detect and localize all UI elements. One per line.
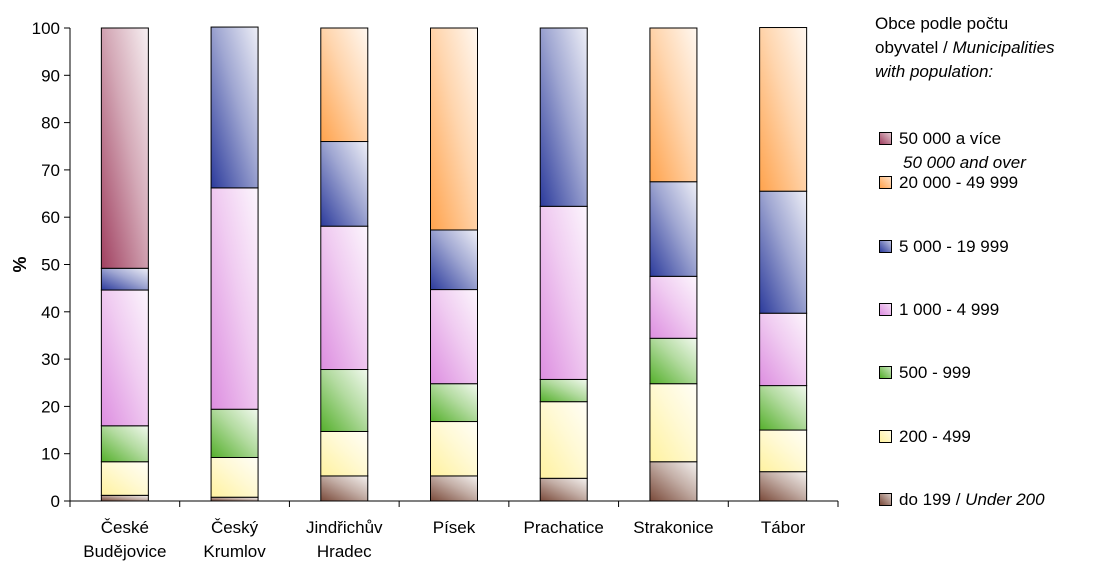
bar-segment — [100, 27, 149, 269]
legend-swatch — [879, 493, 892, 506]
y-tick-label: 40 — [41, 303, 60, 322]
legend-item: 500 - 999 — [879, 361, 971, 385]
y-tick-label: 80 — [41, 114, 60, 133]
stacked-bar-chart: 0 10 20 30 40 50 60 70 80 90 100% České Budějovice Če… — [10, 19, 839, 561]
x-tick-label: Hradec — [317, 542, 372, 561]
bar-segment — [100, 425, 149, 463]
x-tick-label: Tábor — [761, 518, 806, 537]
bar-segment — [539, 205, 588, 380]
bar-segment — [210, 26, 259, 189]
bar-segment — [100, 461, 149, 496]
legend-item: 20 000 - 49 999 — [879, 171, 1018, 195]
legend-label-en: Under 200 — [960, 490, 1045, 509]
bar-segment — [100, 289, 149, 427]
y-tick-label: 50 — [41, 256, 60, 275]
bar-segment — [649, 275, 698, 339]
y-tick-label: 10 — [41, 445, 60, 464]
legend-item: 5 000 - 19 999 — [879, 235, 1009, 259]
legend-label: 500 - 999 — [899, 363, 971, 382]
bar-segment — [100, 494, 149, 502]
legend-title: Obce podle počtu obyvatel / Municipaliti… — [875, 12, 1115, 84]
legend-swatch — [879, 132, 892, 145]
legend-item: do 199 / Under 200 — [879, 488, 1045, 512]
legend-label: do 199 / — [899, 490, 961, 509]
legend: Obce podle počtu obyvatel / Municipaliti… — [875, 12, 1115, 509]
legend-swatch — [879, 366, 892, 379]
bar-segment — [320, 141, 369, 227]
bar-segment — [320, 225, 369, 371]
x-tick-label: České — [101, 518, 149, 537]
legend-title-line3: with population: — [875, 62, 994, 81]
bar-segment — [649, 27, 698, 183]
bar-segment — [430, 289, 478, 385]
bar-segment — [430, 27, 478, 231]
x-tick-label: Budějovice — [83, 542, 166, 561]
legend-swatch — [879, 430, 892, 443]
bar-segment — [430, 475, 478, 502]
bar-segment — [320, 27, 369, 143]
bar-segment — [539, 477, 588, 502]
legend-label: 50 000 a více — [899, 129, 1002, 148]
bar-segment — [210, 456, 259, 498]
legend-swatch — [879, 176, 892, 189]
y-tick-label: 60 — [41, 208, 60, 227]
legend-swatch — [879, 303, 892, 316]
legend-item: 50 000 a více 50 000 and over — [879, 127, 1026, 175]
legend-title-cz: obyvatel / — [875, 38, 953, 57]
bar-segment — [210, 496, 259, 502]
bar-segment — [430, 421, 478, 477]
y-tick-label: 0 — [51, 492, 60, 511]
legend-item: 1 000 - 4 999 — [879, 298, 999, 322]
y-tick-label: 100 — [32, 19, 60, 38]
legend-label: 200 - 499 — [899, 427, 971, 446]
legend-label: 20 000 - 49 999 — [899, 173, 1019, 192]
bar-segment — [649, 181, 698, 277]
x-tick-label: Jindřichův — [306, 518, 383, 537]
bar-segment — [759, 190, 808, 314]
bar-segment — [100, 267, 149, 291]
legend-item: 200 - 499 — [879, 425, 971, 449]
bar-segment — [539, 401, 588, 479]
x-tick-label: Krumlov — [203, 542, 266, 561]
y-tick-label: 20 — [41, 397, 60, 416]
bar-segment — [539, 27, 588, 207]
bar-segment — [320, 430, 369, 477]
bar-segment — [210, 408, 259, 458]
legend-swatch — [879, 240, 892, 253]
x-tick-label: Písek — [433, 518, 476, 537]
y-tick-label: 90 — [41, 66, 60, 85]
bar-segment — [649, 337, 698, 385]
bar-segment — [759, 27, 808, 192]
bar-segment — [649, 383, 698, 463]
legend-label-en: 50 000 and over — [903, 153, 1026, 172]
bar-segment — [539, 378, 588, 403]
bar-segment — [210, 187, 259, 410]
legend-title-en: Municipalities — [952, 38, 1055, 57]
legend-label: 5 000 - 19 999 — [899, 237, 1009, 256]
legend-label: 1 000 - 4 999 — [899, 300, 1000, 319]
bar-segment — [649, 461, 698, 502]
y-tick-label: 30 — [41, 350, 60, 369]
bar-segment — [759, 385, 808, 431]
bar-segment — [759, 312, 808, 387]
legend-title-line2: obyvatel / Municipalities — [875, 36, 1115, 60]
x-tick-label: Prachatice — [524, 518, 604, 537]
bar-segment — [320, 475, 369, 502]
bar-segment — [430, 229, 478, 291]
bar-segment — [430, 383, 478, 423]
bar-segment — [759, 471, 808, 502]
y-axis-label: % — [10, 256, 30, 272]
legend-title-line1: Obce podle počtu — [875, 14, 1009, 33]
y-tick-label: 70 — [41, 161, 60, 180]
x-tick-label: Český — [211, 518, 259, 537]
bar-segment — [320, 369, 369, 432]
bar-segment — [759, 429, 808, 473]
x-tick-label: Strakonice — [633, 518, 713, 537]
